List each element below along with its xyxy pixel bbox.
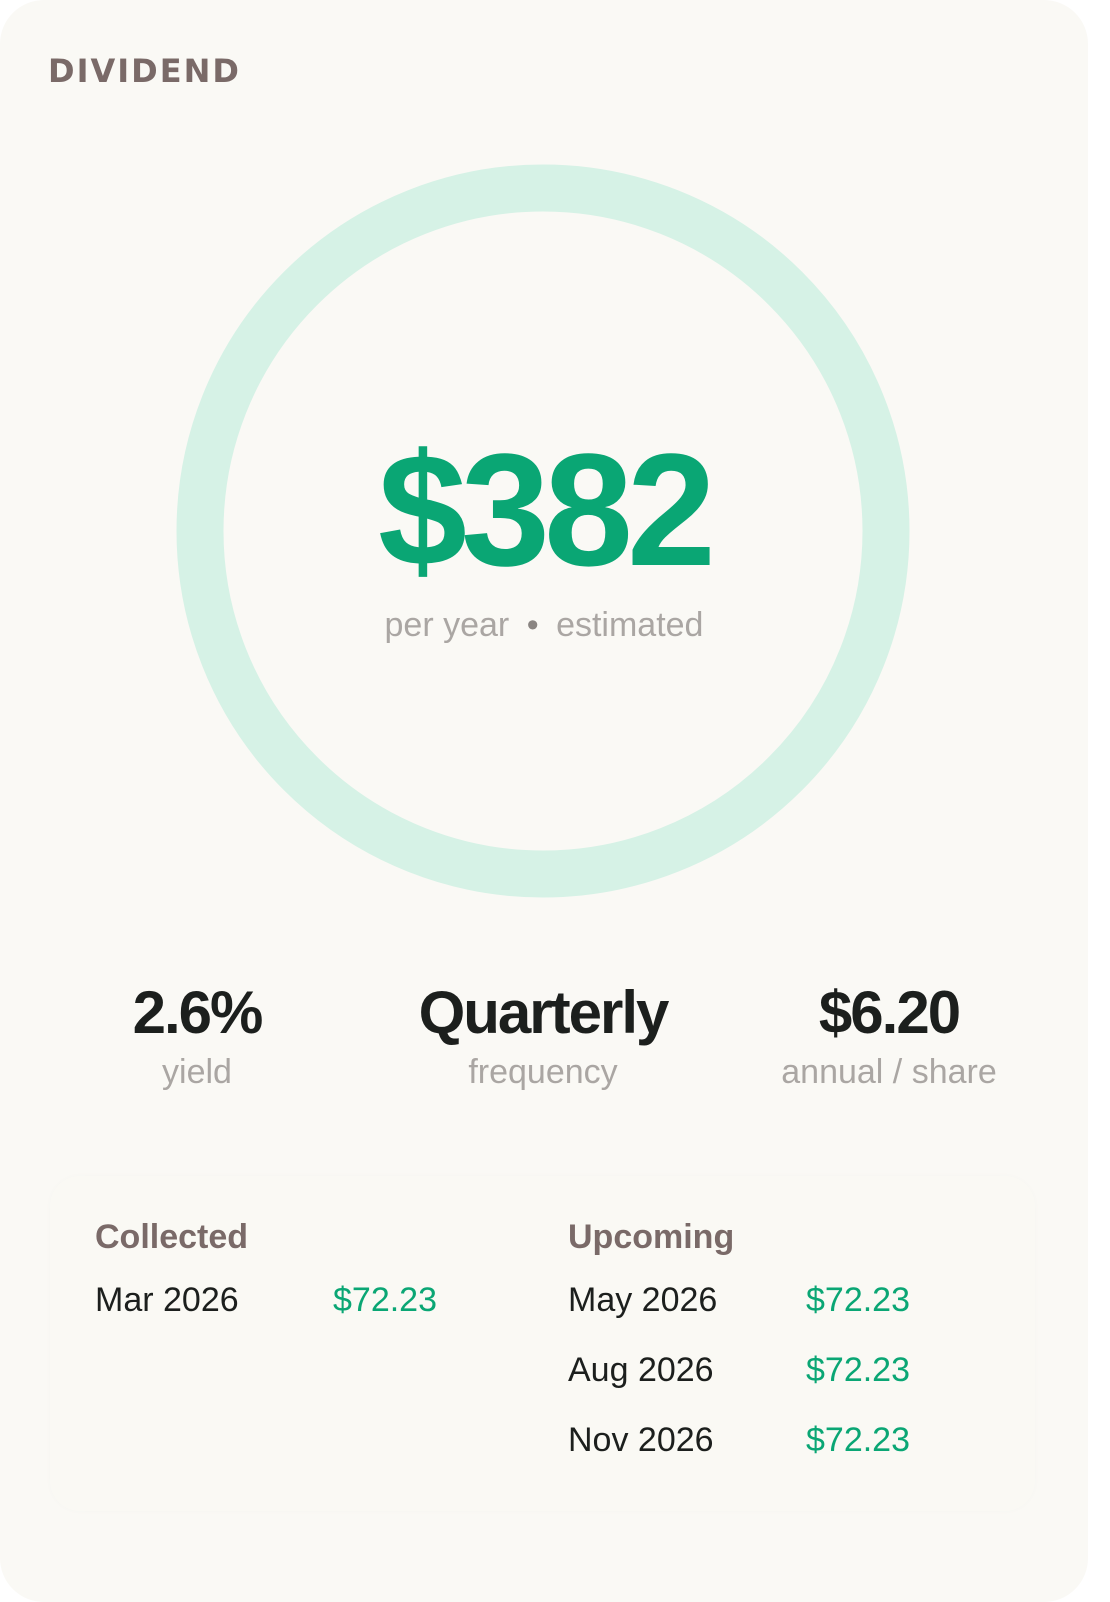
stat-value: Quarterly bbox=[418, 979, 670, 1046]
payment-row: Nov 2026 $72.23 bbox=[568, 1421, 910, 1491]
payment-date: Nov 2026 bbox=[568, 1421, 714, 1459]
stat-value: $6.20 bbox=[818, 979, 961, 1046]
payment-row: Aug 2026 $72.23 bbox=[568, 1351, 910, 1421]
upcoming-section: Upcoming May 2026 $72.23 Aug 2026 $72.23… bbox=[568, 1218, 910, 1491]
payment-amount: $72.23 bbox=[806, 1281, 910, 1319]
stat-frequency: Quarterly frequency bbox=[363, 978, 723, 1092]
period-label: per year bbox=[384, 606, 510, 644]
payment-date: May 2026 bbox=[568, 1281, 718, 1319]
collected-heading: Collected bbox=[95, 1218, 249, 1256]
card-title: DIVIDEND bbox=[48, 52, 241, 90]
payment-amount: $72.23 bbox=[806, 1351, 910, 1389]
payment-amount: $72.23 bbox=[333, 1281, 437, 1319]
payment-date: Mar 2026 bbox=[95, 1281, 239, 1319]
ring-track bbox=[176, 164, 910, 898]
payment-amount: $72.23 bbox=[806, 1421, 910, 1459]
stat-label: yield bbox=[162, 1053, 232, 1091]
payment-date: Aug 2026 bbox=[568, 1351, 714, 1389]
upcoming-heading: Upcoming bbox=[568, 1218, 735, 1256]
stat-yield: 2.6% yield bbox=[17, 978, 377, 1092]
stat-value: 2.6% bbox=[132, 979, 264, 1046]
stat-label: annual / share bbox=[781, 1053, 997, 1091]
collected-section: Collected Mar 2026 $72.23 bbox=[95, 1218, 437, 1351]
stat-label: frequency bbox=[468, 1053, 618, 1091]
dividend-ring bbox=[176, 164, 910, 898]
separator-dot: • bbox=[526, 606, 539, 644]
annual-dividend-amount: $382 bbox=[378, 420, 716, 599]
stat-annual-per-share: $6.20 annual / share bbox=[709, 978, 1069, 1092]
amount-caption: per year • estimated bbox=[0, 606, 1088, 645]
payment-row: Mar 2026 $72.23 bbox=[95, 1281, 437, 1351]
estimated-label: estimated bbox=[556, 606, 704, 644]
payments-panel bbox=[50, 1176, 1035, 1511]
payment-row: May 2026 $72.23 bbox=[568, 1281, 910, 1351]
